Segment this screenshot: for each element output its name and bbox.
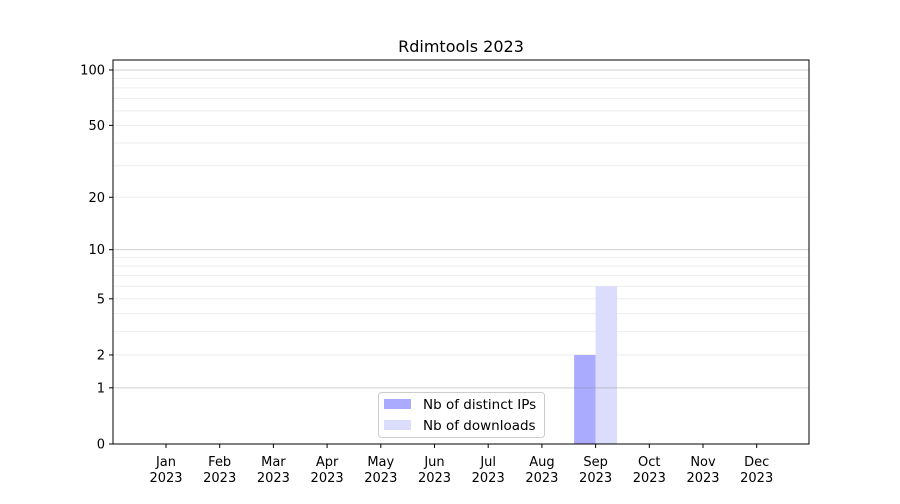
y-tick-label: 5 [97,292,105,307]
x-tick-label: Dec [744,455,769,470]
bars [574,286,618,444]
legend-label-ips: Nb of distinct IPs [423,397,536,413]
x-tick-label: Jan [155,455,176,470]
x-tick-label: Jun [423,455,444,470]
grid-major [113,69,809,389]
x-tick-label: Apr [316,455,339,470]
x-tick-label: 2023 [257,471,290,486]
grid [113,77,809,356]
bar-ips [574,354,596,444]
y-tick-label: 0 [97,438,105,453]
x-tick-label: 2023 [203,471,236,486]
x-tick-label: Jul [479,455,496,470]
y-tick-label: 2 [97,348,105,363]
x-tick-label: 2023 [579,471,612,486]
y-tick-label: 1 [97,381,105,396]
legend-swatch-ips [384,399,411,409]
x-tick-label: 2023 [472,471,505,486]
chart-title: Rdimtools 2023 [398,37,524,56]
bar-downloads [595,286,618,444]
y-tick-label: 100 [80,63,105,78]
legend-swatch-downloads [384,420,411,430]
x-tick-label: 2023 [740,471,773,486]
x-tick-label: 2023 [686,471,719,486]
legend-label-downloads: Nb of downloads [423,418,536,434]
x-tick-label: Feb [208,455,231,470]
plot-frame [112,59,810,445]
y-tick-label: 20 [88,191,105,206]
x-tick-label: Nov [690,455,716,470]
legend: Nb of distinct IPs Nb of downloads [378,392,545,438]
x-tick-label: Sep [583,455,608,470]
x-tick-label: 2023 [364,471,397,486]
x-axis: Jan2023Feb2023Mar2023Apr2023May2023Jun20… [149,444,773,486]
legend-frame [378,392,545,438]
x-tick-label: Oct [638,455,660,470]
x-tick-label: Mar [261,455,286,470]
y-tick-label: 50 [88,119,105,134]
x-tick-label: 2023 [633,471,666,486]
x-tick-label: 2023 [525,471,558,486]
y-tick-label: 10 [88,243,105,258]
x-tick-label: Aug [529,455,554,470]
x-tick-label: 2023 [149,471,182,486]
x-tick-label: 2023 [418,471,451,486]
x-tick-label: May [367,455,394,470]
x-tick-label: 2023 [311,471,344,486]
y-axis: 0 1 2 5 10 20 50 100 [80,63,113,453]
